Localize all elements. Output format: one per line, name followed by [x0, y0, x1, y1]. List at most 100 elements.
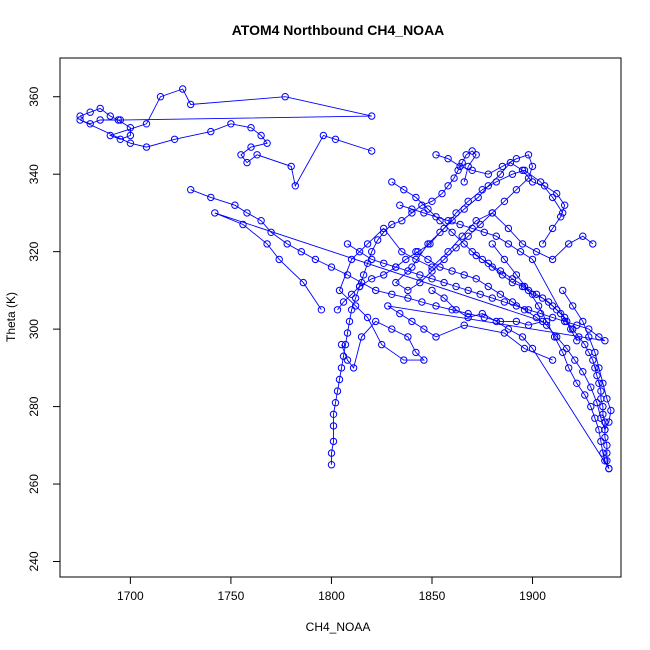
data-point [392, 278, 400, 287]
data-point [460, 271, 468, 279]
data-point [327, 461, 336, 469]
data-point [179, 85, 187, 93]
data-point [512, 302, 521, 310]
data-point [595, 364, 603, 372]
data-point [599, 449, 607, 457]
data-point [444, 155, 452, 163]
data-point [579, 368, 587, 376]
y-tick-label: 300 [27, 319, 41, 339]
y-tick-label: 240 [27, 551, 41, 571]
data-point [456, 220, 464, 229]
data-point [363, 313, 372, 322]
data-point [76, 116, 84, 124]
data-point [605, 464, 613, 473]
data-point [548, 193, 557, 202]
data-point [384, 302, 392, 310]
data-point [432, 151, 440, 159]
data-point [542, 321, 551, 329]
data-point [287, 162, 295, 171]
data-point [372, 317, 380, 326]
data-point [396, 201, 404, 209]
data-point [520, 344, 529, 353]
data-point [416, 278, 424, 287]
data-point [508, 298, 517, 306]
data-point [548, 302, 557, 310]
data-point [500, 298, 509, 306]
data-point [478, 255, 486, 264]
series-line [415, 251, 612, 431]
data-point [536, 178, 545, 186]
data-point [504, 325, 513, 333]
data-point [512, 155, 521, 163]
data-point [349, 364, 358, 372]
data-point [518, 240, 527, 248]
data-point [591, 364, 599, 372]
data-point [538, 240, 547, 248]
y-tick-label: 340 [27, 164, 41, 184]
data-point [585, 325, 593, 333]
data-point [496, 267, 505, 275]
data-point [414, 248, 422, 256]
data-point [416, 271, 424, 279]
data-point [448, 306, 456, 314]
data-point [536, 309, 545, 318]
data-point [116, 116, 125, 124]
data-point [480, 228, 488, 237]
data-point [363, 259, 372, 267]
data-point [351, 294, 360, 302]
series-line [471, 251, 610, 469]
data-point [343, 356, 352, 364]
data-point [207, 193, 215, 202]
data-point [508, 275, 517, 283]
data-point [448, 228, 456, 237]
data-point [512, 317, 521, 326]
data-point [500, 329, 509, 337]
data-point [534, 302, 543, 310]
data-point [520, 166, 529, 175]
data-point [343, 240, 352, 248]
data-point [500, 197, 509, 206]
data-point [420, 209, 428, 217]
data-point [464, 313, 472, 322]
data-point [368, 112, 376, 120]
data-point [211, 209, 219, 217]
y-tick-label: 320 [27, 241, 41, 261]
data-point [538, 294, 547, 302]
data-point [380, 224, 388, 233]
data-point [601, 457, 609, 465]
data-point [432, 302, 440, 310]
data-point [239, 220, 247, 229]
data-point [500, 255, 509, 264]
data-point [488, 209, 496, 217]
data-point [142, 143, 151, 151]
data-point [579, 232, 587, 240]
data-point [299, 278, 307, 287]
data-point [504, 240, 513, 248]
data-point [253, 151, 261, 159]
data-point [126, 139, 135, 147]
data-point [581, 340, 589, 349]
data-point [460, 205, 468, 213]
series-line [338, 212, 594, 369]
data-point [116, 135, 125, 144]
data-point [452, 306, 460, 314]
data-point [396, 309, 404, 318]
x-tick-label: 1750 [218, 589, 245, 603]
data-point [518, 166, 527, 175]
data-point [478, 309, 486, 318]
data-point [368, 147, 376, 155]
data-point [528, 162, 537, 171]
data-point [311, 255, 320, 264]
data-point [456, 162, 464, 171]
data-point [114, 116, 123, 124]
data-point [432, 333, 440, 341]
data-point [392, 263, 400, 271]
data-point [540, 182, 549, 190]
data-point [593, 399, 601, 407]
data-point [591, 348, 599, 357]
data-point [557, 213, 565, 221]
data-point [484, 282, 492, 291]
y-tick-label: 260 [27, 474, 41, 494]
data-point [412, 193, 420, 202]
data-point [601, 337, 609, 345]
